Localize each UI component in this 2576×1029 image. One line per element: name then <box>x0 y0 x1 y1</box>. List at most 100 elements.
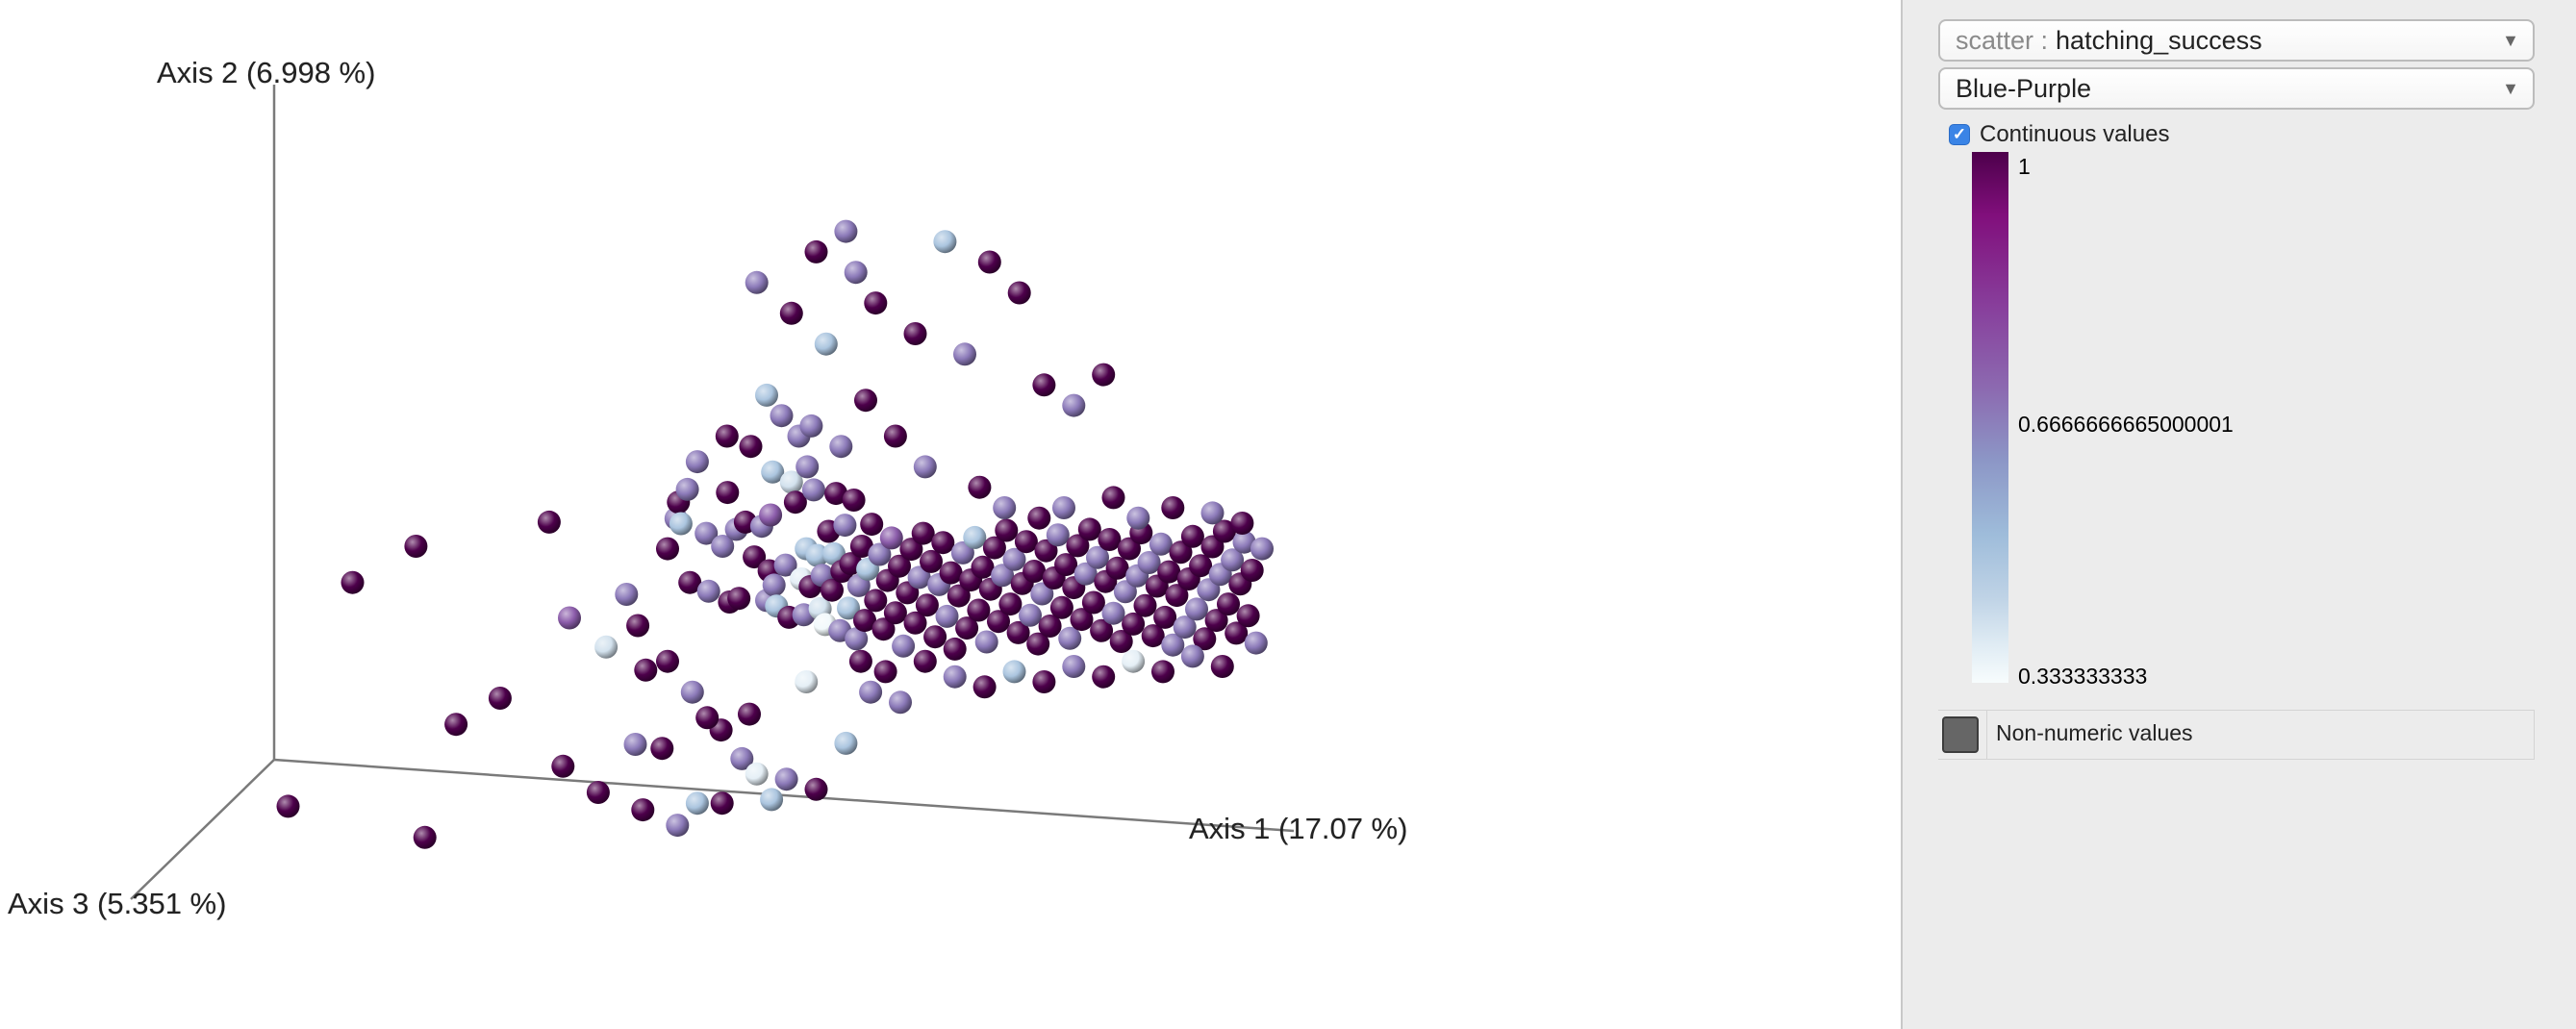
data-point[interactable] <box>685 791 709 816</box>
data-point[interactable] <box>947 584 971 608</box>
data-point[interactable] <box>1026 632 1050 656</box>
data-point[interactable] <box>1180 524 1204 548</box>
non-numeric-color-swatch[interactable] <box>1942 716 1979 753</box>
data-point[interactable] <box>868 542 892 566</box>
data-point[interactable] <box>666 814 690 838</box>
data-point[interactable] <box>913 649 937 673</box>
data-point[interactable] <box>1180 644 1204 668</box>
data-point[interactable] <box>935 604 959 628</box>
data-point[interactable] <box>1230 512 1254 535</box>
data-point[interactable] <box>1098 528 1122 551</box>
data-point[interactable] <box>795 670 819 693</box>
data-point[interactable] <box>943 665 967 689</box>
data-point[interactable] <box>899 538 923 562</box>
data-point[interactable] <box>696 579 720 603</box>
data-point[interactable] <box>1149 532 1173 556</box>
data-point[interactable] <box>822 541 846 565</box>
data-point[interactable] <box>1133 593 1157 617</box>
data-point[interactable] <box>631 798 655 822</box>
data-point[interactable] <box>774 767 798 791</box>
data-point[interactable] <box>1118 537 1141 561</box>
data-point[interactable] <box>1126 506 1150 530</box>
data-point[interactable] <box>844 261 868 285</box>
data-point[interactable] <box>871 617 896 641</box>
data-point[interactable] <box>404 535 428 558</box>
data-point[interactable] <box>1052 496 1075 519</box>
data-point[interactable] <box>987 610 1010 634</box>
data-point[interactable] <box>1062 655 1086 678</box>
data-point[interactable] <box>413 825 437 849</box>
data-point[interactable] <box>796 455 820 479</box>
data-point[interactable] <box>883 601 907 625</box>
data-point[interactable] <box>1153 605 1177 629</box>
data-point[interactable] <box>1161 496 1185 519</box>
data-point[interactable] <box>848 649 872 673</box>
data-point[interactable] <box>943 637 967 661</box>
data-point[interactable] <box>773 553 797 577</box>
data-point[interactable] <box>920 549 943 573</box>
data-point[interactable] <box>889 690 912 715</box>
data-point[interactable] <box>804 777 828 801</box>
data-point[interactable] <box>873 660 897 684</box>
data-point[interactable] <box>558 606 581 630</box>
data-point[interactable] <box>716 481 740 505</box>
data-point[interactable] <box>761 460 785 484</box>
data-point[interactable] <box>967 598 991 622</box>
data-point[interactable] <box>854 389 877 413</box>
data-point[interactable] <box>1054 553 1078 577</box>
data-point[interactable] <box>783 490 807 514</box>
data-point[interactable] <box>594 635 619 659</box>
continuous-values-row[interactable]: ✓ Continuous values <box>1949 121 2169 148</box>
data-point[interactable] <box>727 587 751 611</box>
data-point[interactable] <box>955 616 979 640</box>
data-point[interactable] <box>1092 363 1116 387</box>
data-point[interactable] <box>804 239 828 264</box>
data-point[interactable] <box>888 554 911 578</box>
data-point[interactable] <box>1070 608 1094 632</box>
data-point[interactable] <box>1250 537 1274 561</box>
data-point[interactable] <box>883 424 907 448</box>
data-point[interactable] <box>1101 601 1125 625</box>
data-point[interactable] <box>968 475 992 499</box>
data-point[interactable] <box>656 537 679 561</box>
data-point[interactable] <box>1090 618 1114 642</box>
data-point[interactable] <box>1151 660 1174 684</box>
data-point[interactable] <box>814 332 838 356</box>
data-point[interactable] <box>770 404 794 428</box>
data-point[interactable] <box>833 514 857 538</box>
data-point[interactable] <box>1081 590 1105 615</box>
data-point[interactable] <box>1210 655 1234 678</box>
data-point[interactable] <box>759 503 783 527</box>
scatter-plot[interactable] <box>0 0 1901 1029</box>
data-point[interactable] <box>1032 373 1056 397</box>
data-point[interactable] <box>1073 562 1098 586</box>
data-point[interactable] <box>933 230 957 254</box>
data-point[interactable] <box>762 573 786 597</box>
data-point[interactable] <box>859 680 883 704</box>
data-point[interactable] <box>1109 630 1133 653</box>
data-point[interactable] <box>1032 670 1056 693</box>
data-point[interactable] <box>1066 534 1090 558</box>
data-point[interactable] <box>1122 612 1146 636</box>
data-point[interactable] <box>1200 501 1225 525</box>
data-point[interactable] <box>745 270 769 294</box>
data-point[interactable] <box>537 510 561 534</box>
data-point[interactable] <box>1157 560 1181 584</box>
data-point[interactable] <box>1185 597 1208 621</box>
data-point[interactable] <box>755 383 778 407</box>
data-point[interactable] <box>1221 548 1245 572</box>
data-point[interactable] <box>1046 523 1070 547</box>
data-point[interactable] <box>972 675 997 699</box>
data-point[interactable] <box>675 477 699 501</box>
continuous-values-checkbox[interactable]: ✓ <box>1949 124 1970 145</box>
data-point[interactable] <box>1034 539 1058 563</box>
data-point[interactable] <box>1212 519 1236 543</box>
data-point[interactable] <box>1169 540 1193 565</box>
data-point[interactable] <box>953 342 976 366</box>
data-point[interactable] <box>710 791 734 816</box>
data-point[interactable] <box>1165 584 1189 608</box>
data-point[interactable] <box>913 455 937 479</box>
data-point[interactable] <box>1049 595 1073 619</box>
data-point[interactable] <box>892 634 916 658</box>
plot-area[interactable]: Axis 2 (6.998 %) Axis 1 (17.07 %) Axis 3… <box>0 0 1901 1029</box>
